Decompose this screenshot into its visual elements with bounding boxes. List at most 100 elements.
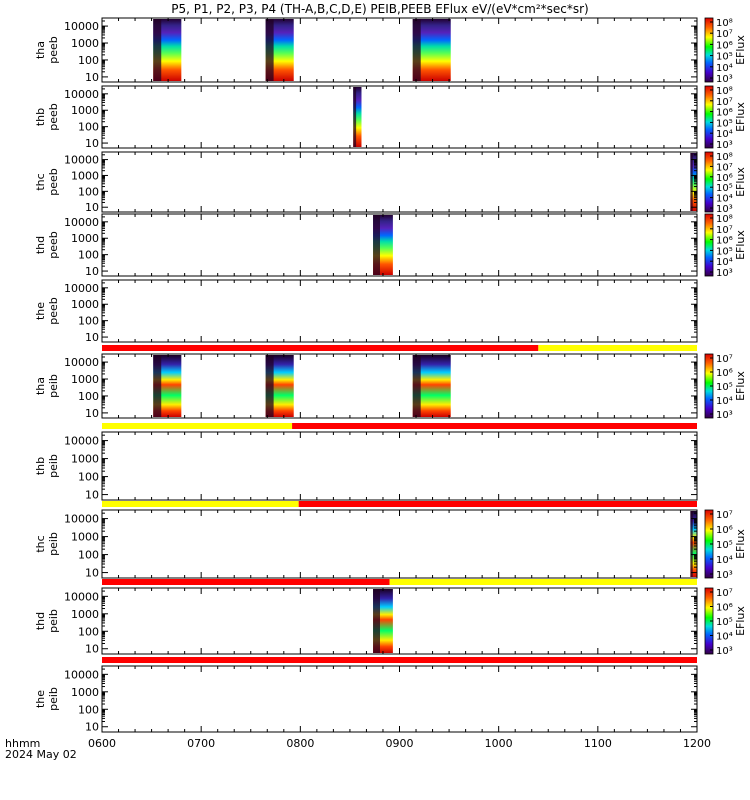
mode-bar-segment	[292, 423, 697, 429]
spectrogram-edge	[412, 19, 421, 81]
y-tick-label: 10	[85, 137, 99, 150]
mode-bar-segment	[298, 501, 697, 507]
mode-bar-segment	[102, 345, 539, 351]
spectrogram-edge	[153, 355, 162, 417]
colorbar-tick-label: 10⁸	[716, 86, 733, 97]
colorbar-tick-label: 10³	[716, 74, 733, 85]
colorbar-tick-label: 10⁴	[716, 396, 733, 407]
panel-instrument-label: peeb	[47, 103, 60, 131]
y-tick-label: 1000	[71, 608, 99, 621]
x-tick-label: 0900	[386, 737, 414, 750]
mode-bar-segment	[389, 579, 697, 585]
y-tick-label: 1000	[71, 37, 99, 50]
panel-frame	[101, 665, 698, 733]
panel-instrument-label: peeb	[47, 231, 60, 259]
y-tick-label: 100	[78, 121, 99, 134]
spectrogram-edge	[690, 153, 693, 211]
y-tick-label: 1000	[71, 232, 99, 245]
spectrogram-block	[690, 511, 697, 577]
spectrogram-edge	[265, 19, 274, 81]
colorbar-tick-label: 10⁴	[716, 257, 733, 268]
spectrogram-edge	[153, 19, 162, 81]
panel-probe-label: thc	[34, 535, 47, 552]
spectrogram-edge	[265, 355, 274, 417]
y-tick-label: 10	[85, 489, 99, 502]
panel-instrument-label: peeb	[47, 168, 60, 196]
y-tick-label: 100	[78, 703, 99, 716]
panel-probe-label: tha	[34, 41, 47, 59]
y-tick-label: 10000	[64, 20, 99, 33]
colorbar-tick-label: 10⁶	[716, 525, 733, 536]
y-tick-label: 1000	[71, 298, 99, 311]
colorbar-tick-label: 10⁶	[716, 40, 733, 51]
x-tick-label: 0700	[187, 737, 215, 750]
y-tick-label: 10000	[64, 216, 99, 229]
spectrogram-edge	[353, 87, 357, 147]
panel-frame	[101, 279, 698, 343]
y-tick-label: 100	[78, 54, 99, 67]
panel-probe-label: thb	[34, 108, 47, 126]
colorbar-tick-label: 10⁵	[716, 246, 733, 257]
panel-frame	[101, 353, 698, 419]
colorbar	[704, 213, 714, 277]
spectrogram-edge	[373, 215, 380, 275]
y-tick-label: 10	[85, 201, 99, 214]
colorbar-label: EFlux	[734, 102, 747, 132]
y-tick-label: 100	[78, 471, 99, 484]
colorbar-tick-label: 10⁷	[716, 354, 733, 365]
y-tick-label: 10000	[64, 356, 99, 369]
panel-probe-label: tha	[34, 377, 47, 395]
spectrogram-edge	[690, 511, 693, 577]
colorbar-tick-label: 10³	[716, 204, 733, 215]
y-tick-label: 1000	[71, 169, 99, 182]
colorbar-tick-label: 10⁷	[716, 510, 733, 521]
y-tick-label: 10000	[64, 590, 99, 603]
panel-frame	[101, 151, 698, 213]
colorbar-tick-label: 10³	[716, 140, 733, 151]
y-tick-label: 10	[85, 567, 99, 580]
colorbar-tick-label: 10³	[716, 570, 733, 581]
colorbar-tick-label: 10⁵	[716, 183, 733, 194]
y-tick-label: 10000	[64, 88, 99, 101]
x-tick-label: 1200	[683, 737, 711, 750]
colorbar-tick-label: 10⁶	[716, 173, 733, 184]
colorbar-tick-label: 10³	[716, 646, 733, 657]
date-label: 2024 May 02	[5, 748, 77, 761]
colorbar-tick-label: 10⁸	[716, 214, 733, 225]
colorbar-label: EFlux	[734, 230, 747, 260]
panel-instrument-label: peeb	[47, 36, 60, 64]
panel-instrument-label: peib	[47, 532, 60, 556]
y-tick-label: 100	[78, 390, 99, 403]
colorbar-tick-label: 10⁵	[716, 118, 733, 129]
colorbar-tick-label: 10⁴	[716, 194, 733, 205]
colorbar-tick-label: 10⁶	[716, 368, 733, 379]
y-tick-label: 10	[85, 71, 99, 84]
y-tick-label: 100	[78, 549, 99, 562]
x-tick-label: 1000	[485, 737, 513, 750]
x-tick-label: 0800	[286, 737, 314, 750]
panel-probe-label: thd	[34, 236, 47, 254]
panel-probe-label: thc	[34, 173, 47, 190]
spectrogram-block	[690, 153, 697, 211]
y-tick-label: 1000	[71, 531, 99, 544]
colorbar-tick-label: 10⁴	[716, 129, 733, 140]
colorbar-tick-label: 10⁷	[716, 162, 733, 173]
mode-bar-segment	[538, 345, 697, 351]
colorbar-tick-label: 10³	[716, 268, 733, 279]
spectrogram-block	[353, 87, 362, 147]
y-tick-label: 10000	[64, 513, 99, 526]
y-tick-label: 100	[78, 625, 99, 638]
y-tick-label: 10	[85, 643, 99, 656]
y-tick-label: 100	[78, 315, 99, 328]
panel-frame	[101, 509, 698, 579]
spectrogram-edge	[373, 589, 380, 653]
colorbar-tick-label: 10⁷	[716, 29, 733, 40]
y-tick-label: 10	[85, 331, 99, 344]
panel-probe-label: the	[34, 302, 47, 320]
panel-frame	[101, 213, 698, 277]
spectrogram-edge	[412, 355, 421, 417]
colorbar-tick-label: 10⁵	[716, 540, 733, 551]
colorbar-tick-label: 10⁷	[716, 97, 733, 108]
colorbar-tick-label: 10⁷	[716, 225, 733, 236]
